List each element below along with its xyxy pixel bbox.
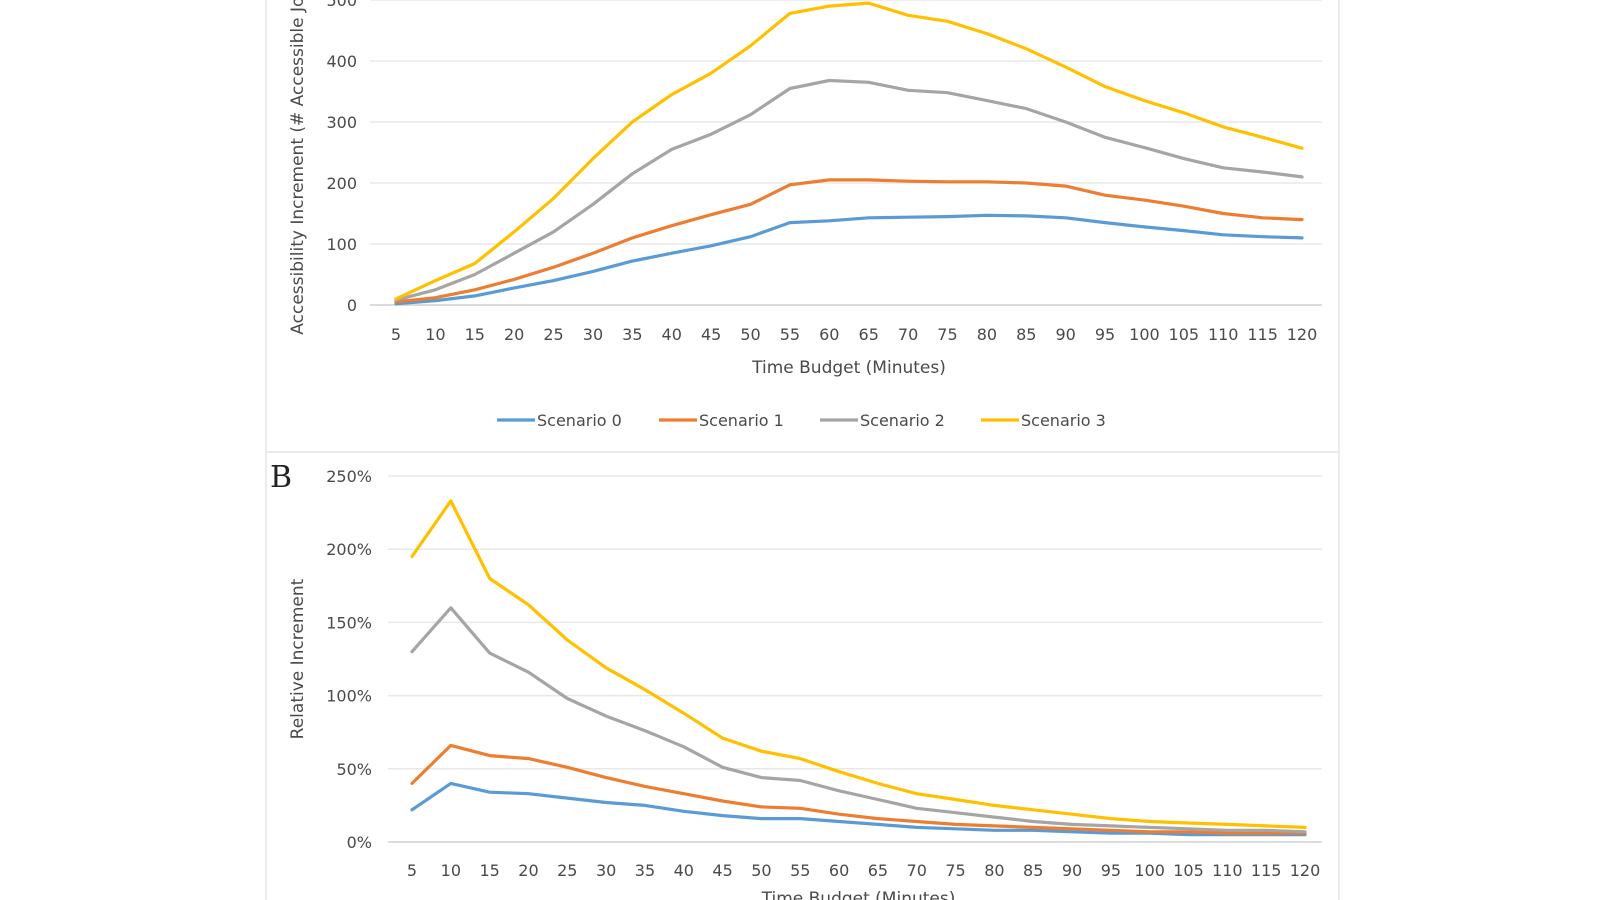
panel-a-frame	[265, 0, 1340, 453]
panel-b-x-tick-label: 10	[441, 861, 461, 880]
panel-b-x-tick-label: 40	[674, 861, 694, 880]
panel-b-x-tick-label: 45	[712, 861, 732, 880]
panel-a-x-tick-label: 70	[898, 325, 918, 344]
panel-a-y-tick-label: 100	[326, 235, 357, 254]
panel-a-x-tick-label: 90	[1055, 325, 1075, 344]
panel-a-x-tick-label: 105	[1169, 325, 1200, 344]
panel-b-label: B	[270, 460, 292, 495]
panel-a-x-axis-title: Time Budget (Minutes)	[751, 358, 946, 378]
panel-a-chart: 0 100 200 300 400 500 5 10 15 20 25 30 35 40 45 50 55 60 6…	[288, 0, 1322, 378]
panel-a-x-tick-label: 40	[662, 325, 682, 344]
panel-a-x-tick-label: 60	[819, 325, 839, 344]
panel-a-y-tick-label: 300	[326, 113, 357, 132]
panel-a-y-tick-label: 200	[326, 174, 357, 193]
panel-b-y-tick-label: 0%	[347, 833, 372, 852]
panel-b-x-tick-label: 55	[790, 861, 810, 880]
panel-b-chart: 0% 50% 100% 150% 200% 250% 5 10 15 20 25 30 35 40 45 50…	[288, 467, 1322, 900]
panel-b-x-tick-label: 105	[1173, 861, 1204, 880]
panel-b-x-tick-label: 120	[1290, 861, 1321, 880]
panel-b-x-tick-label: 115	[1251, 861, 1282, 880]
panel-b-x-tick-label: 95	[1101, 861, 1121, 880]
panel-b-y-tick-label: 100%	[326, 687, 372, 706]
panel-a-x-tick-label: 80	[977, 325, 997, 344]
panel-b-series-line-1	[410, 743, 1307, 835]
panel-a-x-tick-label: 45	[701, 325, 721, 344]
legend: Scenario 0 Scenario 1 Scenario 2 Scenario 3	[497, 411, 1106, 430]
panel-a-x-tick-label: 55	[780, 325, 800, 344]
panel-a-x-tick-label: 25	[543, 325, 563, 344]
panel-a-x-tick-label: 110	[1208, 325, 1239, 344]
panel-a-series-line-3	[394, 1, 1304, 301]
panel-b-x-tick-label: 30	[596, 861, 616, 880]
panel-a-y-tick-label: 500	[326, 0, 357, 10]
panel-b-x-tick-label: 90	[1062, 861, 1082, 880]
panel-a-x-tick-label: 30	[583, 325, 603, 344]
legend-label-3: Scenario 3	[1021, 411, 1106, 430]
panel-b-x-tick-label: 85	[1023, 861, 1043, 880]
panel-b-x-tick-label: 20	[518, 861, 538, 880]
legend-label-2: Scenario 2	[860, 411, 945, 430]
panel-a-x-tick-label: 65	[859, 325, 879, 344]
panel-b-x-tick-label: 100	[1134, 861, 1165, 880]
panel-b-x-tick-label: 65	[868, 861, 888, 880]
panel-b-x-tick-label: 60	[829, 861, 849, 880]
legend-label-1: Scenario 1	[699, 411, 784, 430]
panel-a-y-axis-title: Accessibility Increment (# Accessible Jo…	[288, 0, 308, 335]
panel-b-series-line-0	[410, 781, 1307, 837]
panel-a-x-tick-label: 85	[1016, 325, 1036, 344]
panel-a-x-tick-label: 100	[1129, 325, 1160, 344]
panel-a-series-line-0	[394, 213, 1304, 306]
panel-a-x-tick-label: 15	[465, 325, 485, 344]
panel-b-series-line-2	[410, 606, 1307, 834]
panel-b-series-line-3	[410, 499, 1307, 830]
panel-b-x-tick-label: 35	[635, 861, 655, 880]
panel-b-x-tick-label: 50	[751, 861, 771, 880]
panel-b-y-tick-label: 50%	[336, 760, 372, 779]
panel-a-x-tick-label: 75	[937, 325, 957, 344]
panel-a-y-tick-label: 400	[326, 52, 357, 71]
panel-a-series-line-1	[394, 178, 1304, 304]
panel-a-x-tick-label: 50	[740, 325, 760, 344]
panel-b-x-tick-label: 5	[407, 861, 417, 880]
panel-b-x-tick-label: 70	[907, 861, 927, 880]
panel-b-y-axis-title: Relative Increment	[288, 578, 308, 739]
panel-b-x-tick-label: 15	[479, 861, 499, 880]
panel-b-x-axis-title: Time Budget (Minutes)	[761, 889, 956, 900]
panel-a-x-tick-label: 35	[622, 325, 642, 344]
panel-a-x-tick-label: 95	[1095, 325, 1115, 344]
panel-a-x-tick-label: 5	[391, 325, 401, 344]
panel-b-frame	[265, 451, 1340, 900]
panel-b-x-tick-label: 110	[1212, 861, 1243, 880]
panel-a-series-line-2	[394, 78, 1304, 302]
panel-b-y-tick-label: 200%	[326, 540, 372, 559]
legend-label-0: Scenario 0	[537, 411, 622, 430]
panel-a-x-tick-label: 120	[1287, 325, 1318, 344]
panel-a-x-tick-label: 20	[504, 325, 524, 344]
panel-a-x-tick-label: 10	[425, 325, 445, 344]
panel-b-x-tick-label: 75	[945, 861, 965, 880]
panel-a-x-tick-label: 115	[1247, 325, 1278, 344]
panel-b-x-tick-label: 25	[557, 861, 577, 880]
panel-b-y-tick-label: 150%	[326, 613, 372, 632]
panel-a-y-tick-label: 0	[347, 296, 357, 315]
panel-b-y-tick-label: 250%	[326, 467, 372, 486]
panel-b-x-tick-label: 80	[984, 861, 1004, 880]
